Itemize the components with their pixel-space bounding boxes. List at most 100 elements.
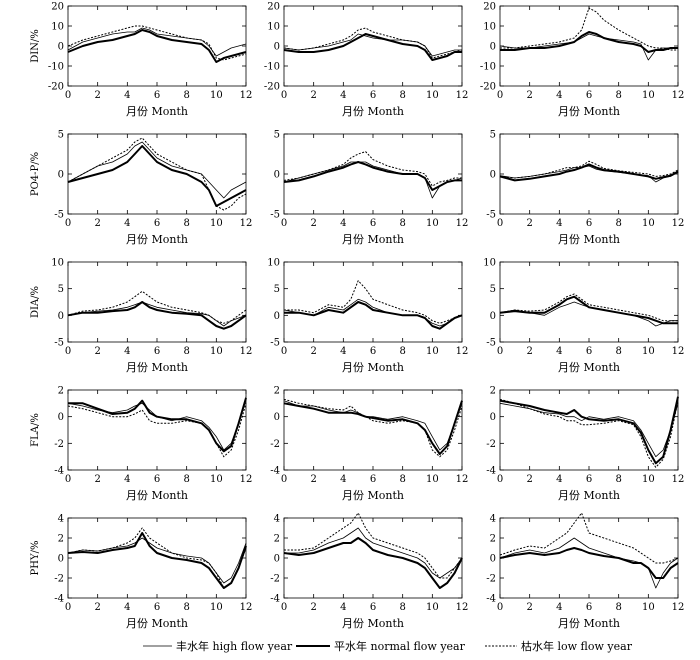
series-high-line-r5-c1 xyxy=(67,537,247,584)
x-tick-label: 12 xyxy=(240,218,253,229)
x-tick-label: 12 xyxy=(240,474,253,485)
x-tick-label: 8 xyxy=(615,218,621,229)
x-tick-label: 6 xyxy=(370,90,376,101)
x-tick-label: 4 xyxy=(124,218,130,229)
y-tick-label: -10 xyxy=(480,62,496,73)
x-tick-label: 0 xyxy=(281,218,287,229)
x-tick-label: 10 xyxy=(642,90,655,101)
x-axis-label: 月份 Month xyxy=(126,489,188,502)
series-low-line-r3-c3 xyxy=(499,293,678,322)
y-tick-label: 0 xyxy=(274,170,280,181)
y-tick-label: 2 xyxy=(490,386,496,397)
x-axis-label: 月份 Month xyxy=(126,617,188,630)
x-tick-label: 4 xyxy=(556,602,562,613)
series-low-line-r3-c1 xyxy=(67,290,247,324)
x-tick-label: 6 xyxy=(154,346,160,357)
x-tick-label: 8 xyxy=(399,346,405,357)
x-tick-label: 10 xyxy=(426,346,439,357)
series-low-line-r5-c3 xyxy=(499,512,679,564)
y-tick-label: 0 xyxy=(274,311,280,322)
x-tick-label: 2 xyxy=(310,474,316,485)
x-tick-label: 10 xyxy=(426,602,439,613)
plot-frame-r5-c1 xyxy=(67,517,247,599)
x-tick-label: 8 xyxy=(615,474,621,485)
x-tick-label: 10 xyxy=(642,218,655,229)
plot-frame-r5-c3 xyxy=(499,517,679,599)
x-tick-label: 8 xyxy=(399,474,405,485)
x-tick-label: 4 xyxy=(124,602,130,613)
y-tick-label: 0 xyxy=(274,412,280,423)
series-low-line-r4-c3 xyxy=(499,398,679,468)
x-tick-label: 4 xyxy=(340,90,346,101)
x-axis-label: 月份 Month xyxy=(558,617,620,630)
series-low-line-r4-c2 xyxy=(283,398,463,458)
series-high-line-r5-c3 xyxy=(499,537,679,589)
x-tick-label: 4 xyxy=(556,474,562,485)
series-low-line-r5-c1 xyxy=(67,527,247,589)
x-tick-label: 2 xyxy=(310,346,316,357)
x-tick-label: 10 xyxy=(642,602,655,613)
y-tick-label: -4 xyxy=(486,594,496,605)
series-high-line-r3-c1 xyxy=(67,301,247,327)
y-tick-label: 0 xyxy=(58,170,64,181)
x-tick-label: 12 xyxy=(672,218,685,229)
x-tick-label: 2 xyxy=(526,90,532,101)
x-tick-label: 6 xyxy=(586,602,592,613)
series-normal-line-r2-c3 xyxy=(499,163,679,182)
x-tick-label: 2 xyxy=(526,218,532,229)
x-axis-label: 月份 Month xyxy=(126,361,188,374)
y-tick-label: -20 xyxy=(480,82,496,93)
series-normal-line-r1-c3 xyxy=(500,31,678,53)
y-tick-label: -4 xyxy=(270,466,280,477)
x-tick-label: 6 xyxy=(370,346,376,357)
legend-label-low: 枯水年 low flow year xyxy=(521,639,633,653)
y-tick-label: -5 xyxy=(270,210,280,221)
y-tick-label: 0 xyxy=(490,311,496,322)
x-tick-label: 10 xyxy=(210,474,223,485)
series-high-line-r4-c2 xyxy=(283,400,463,451)
x-tick-label: 4 xyxy=(340,474,346,485)
y-tick-label: 5 xyxy=(490,130,496,141)
x-tick-label: 8 xyxy=(399,602,405,613)
x-tick-label: 0 xyxy=(65,602,71,613)
y-tick-label: 5 xyxy=(490,284,496,295)
series-normal-line-r4-c2 xyxy=(283,400,463,455)
x-axis-label: 月份 Month xyxy=(342,361,404,374)
series-normal-line-r4-c1 xyxy=(68,397,247,453)
x-tick-label: 12 xyxy=(456,602,469,613)
plot-frame-r1-c2 xyxy=(283,5,463,87)
x-tick-label: 10 xyxy=(210,602,223,613)
series-low-line-r2-c2 xyxy=(283,151,462,187)
x-tick-label: 8 xyxy=(183,602,189,613)
legend-label-normal: 平水年 normal flow year xyxy=(334,639,466,653)
x-axis-label: 月份 Month xyxy=(558,489,620,502)
y-tick-label: 2 xyxy=(490,534,496,545)
x-tick-label: 4 xyxy=(340,602,346,613)
x-tick-label: 0 xyxy=(497,90,503,101)
plot-frame-r2-c2 xyxy=(283,133,463,215)
x-tick-label: 4 xyxy=(124,346,130,357)
series-normal-line-r1-c2 xyxy=(283,33,462,61)
y-tick-label: 2 xyxy=(58,534,64,545)
x-tick-label: 0 xyxy=(281,90,287,101)
y-tick-label: -5 xyxy=(486,338,496,349)
x-tick-label: 12 xyxy=(456,346,469,357)
y-tick-label: 4 xyxy=(490,514,496,525)
x-tick-label: 0 xyxy=(65,346,71,357)
x-axis-label: 月份 Month xyxy=(558,233,620,246)
y-axis-label: PO4-P/% xyxy=(30,152,41,196)
x-tick-label: 12 xyxy=(240,602,253,613)
y-tick-label: 20 xyxy=(51,2,64,13)
x-axis-label: 月份 Month xyxy=(342,489,404,502)
x-tick-label: 10 xyxy=(426,474,439,485)
x-tick-label: 6 xyxy=(586,218,592,229)
series-normal-line-r2-c1 xyxy=(67,145,247,207)
x-tick-label: 12 xyxy=(240,90,253,101)
series-normal-line-r1-c1 xyxy=(67,29,247,63)
y-tick-label: 0 xyxy=(58,42,64,53)
y-tick-label: 10 xyxy=(483,22,496,33)
x-tick-label: 12 xyxy=(240,346,253,357)
x-tick-label: 2 xyxy=(310,90,316,101)
y-axis-label: PHY/% xyxy=(30,541,41,576)
y-tick-label: 0 xyxy=(490,170,496,181)
